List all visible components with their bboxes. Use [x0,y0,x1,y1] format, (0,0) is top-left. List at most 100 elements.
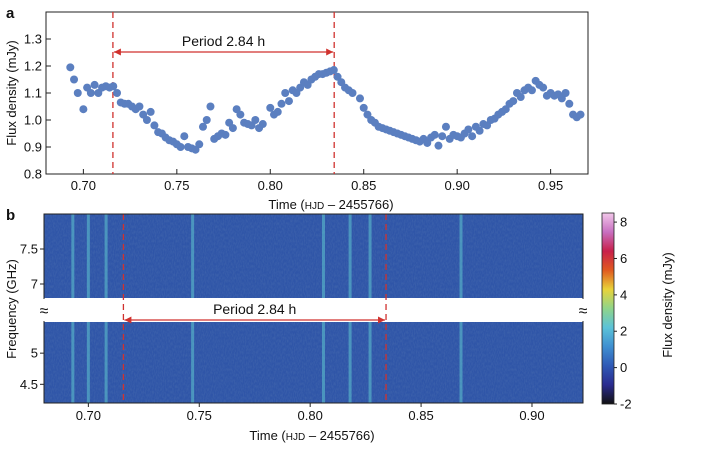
panel-a-data-point [206,102,215,111]
panel-b-bright-column-upper [368,214,372,298]
panel-b-bright-column-upper [86,214,90,298]
panel-a-period-markers: Period 2.84 h [112,12,335,174]
panel-b-bright-column-upper [104,214,108,298]
colorbar-ticks: -2 0 2 4 6 8 [614,215,632,412]
panel-a-data-point [516,93,525,102]
panel-a-data-point [251,116,260,124]
panel-b-left-break-mask [40,299,48,321]
panel-b-bright-column-lower [368,322,372,403]
panel-b-y-tick-label: 7.5 [20,242,38,257]
panel-b-bright-column-upper [321,214,325,298]
panel-a-x-label-hjd: HJD [305,201,324,212]
panel-b-x-tick-label: 0.80 [298,408,323,423]
panel-a-y-tick-label: 1.3 [24,32,42,47]
panel-a-data-point [86,89,95,97]
panel-a-data-point [228,124,237,133]
panel-a-data-point [236,110,245,119]
panel-a-data-point [430,130,439,139]
panel-a-data-point [355,94,364,103]
panel-b-x-ticks: 0.70 0.75 0.80 0.85 0.90 [76,403,545,423]
panel-a-data-point [202,116,211,124]
panel-b-x-tick-label: 0.90 [519,408,544,423]
panel-a-data-point [561,89,570,97]
panel-b-y-tick-label: 4.5 [20,377,38,392]
panel-b-axis-break-gap [44,298,583,322]
panel-b-label: b [6,207,15,224]
panel-a-x-tick-label: 0.70 [71,178,96,193]
panel-b-axis-break-left: ≈ [40,303,49,320]
panel-a-data-point [281,89,290,97]
panel-a-data-point [348,89,357,97]
panel-a-data-point [434,141,443,150]
panel-b-lower-noise [44,322,583,403]
panel-b-bright-column-upper [191,214,195,298]
panel-a-data-point [527,86,536,95]
panel-b-bright-column-lower [459,322,463,403]
colorbar-tick-label: 6 [620,251,627,266]
panel-a-y-ticks: 0.8 0.9 1.0 1.1 1.2 1.3 [24,32,51,182]
panel-b-bright-column-upper [71,214,75,298]
panel-a-y-tick-label: 0.9 [24,140,42,155]
panel-a-period-arrowhead-left [113,48,121,56]
panel-b-x-label-suffix: – 2455766) [305,428,374,443]
panel-b-bright-column-lower [71,322,75,403]
panel-a-data-point [475,126,484,135]
panel-b-bright-column-lower [86,322,90,403]
panel-a-data-point [468,132,477,141]
panel-a-data-point [176,143,185,151]
panel-a-data-point [198,122,207,131]
panel-b-y-axis-label: Frequency (GHz) [4,259,19,359]
panel-a-data-point [70,75,79,84]
panel-a-x-tick-label: 0.95 [538,178,563,193]
colorbar-tick-label: -2 [620,397,632,412]
colorbar-tick-label: 8 [620,215,627,230]
panel-a-period-arrowhead-right [326,48,334,56]
panel-a-data-point [284,97,293,106]
panel-a-label: a [6,5,15,22]
panel-b-bright-column-upper [348,214,352,298]
panel-a-data-point [509,97,518,106]
panel-a-x-tick-label: 0.85 [351,178,376,193]
panel-a-data-point [180,132,189,141]
panel-a-data-point [359,103,368,112]
panel-b-x-tick-label: 0.75 [187,408,212,423]
panel-a-x-tick-label: 0.75 [164,178,189,193]
panel-a-data-point [146,107,155,116]
colorbar-tick-label: 4 [620,287,627,302]
colorbar [601,212,615,405]
panel-b: Period 2.84 h ≈ ≈ 0.70 0.75 0.80 0.85 0.90 7… [4,212,675,443]
panel-b-bright-column-lower [191,322,195,403]
colorbar-tick-label: 2 [620,324,627,339]
panel-a-x-label-suffix: – 2455766) [324,197,393,212]
panel-a-data-point [109,82,118,91]
panel-a-x-ticks: 0.70 0.75 0.80 0.85 0.90 0.95 [71,169,563,193]
panel-a-x-axis-label: Time (HJD – 2455766) [268,197,393,212]
panel-a-data-point [195,140,204,149]
panel-b-y-tick-label: 5 [31,346,38,361]
panel-a-data-point [113,89,122,97]
panel-a-data-point [576,110,585,119]
panel-a-period-annotation: Period 2.84 h [182,33,265,49]
panel-a-data-point [221,130,230,139]
panel-a-data-point [135,102,144,111]
panel-a-y-tick-label: 0.8 [24,167,42,182]
panel-a-data-point [539,83,548,92]
panel-a-data-point [266,103,275,112]
panel-a-x-tick-label: 0.80 [258,178,283,193]
panel-a-points [66,63,585,154]
panel-a-data-point [90,80,99,89]
panel-a-data-point [441,122,450,131]
panel-a-data-point [66,63,75,72]
panel-b-period-markers: Period 2.84 h [122,214,387,403]
panel-a-data-point [273,107,282,116]
panel-a-x-label-prefix: Time ( [268,197,305,212]
panel-b-bright-column-lower [348,322,352,403]
colorbar-tick-label: 0 [620,360,627,375]
panel-b-upper-noise [44,214,583,298]
panel-a-y-tick-label: 1.1 [24,86,42,101]
panel-b-x-tick-label: 0.85 [408,408,433,423]
panel-a-data-point [258,120,267,129]
panel-a-data-point [329,66,338,75]
panel-b-x-axis-label: Time (HJD – 2455766) [249,428,374,443]
